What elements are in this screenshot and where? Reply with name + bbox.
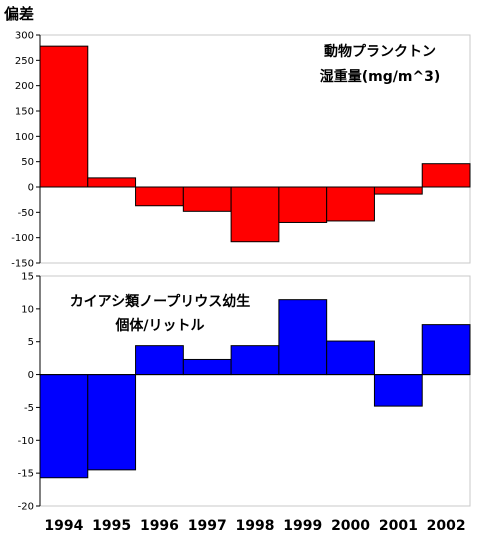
bar-2000 xyxy=(326,340,375,376)
y-tick-label: -10 xyxy=(18,436,34,447)
y-tick-label: -100 xyxy=(11,233,34,244)
x-tick-label: 2001 xyxy=(379,518,418,534)
chart-annotation-line: 動物プランクトン xyxy=(324,43,436,60)
x-tick-label: 1996 xyxy=(140,518,179,534)
y-tick-label: 150 xyxy=(15,107,34,118)
y-tick-label: 50 xyxy=(21,157,34,168)
y-tick-label: -20 xyxy=(18,502,34,513)
y-tick-label: 15 xyxy=(21,272,34,283)
y-tick-label: 0 xyxy=(28,370,34,381)
bar-2001 xyxy=(373,374,423,407)
y-axis-label: 偏差 xyxy=(4,5,35,23)
y-tick-label: -15 xyxy=(18,469,34,480)
y-tick-label: 5 xyxy=(28,337,34,348)
chart-annotation-line: カイアシ類ノープリウス幼生 xyxy=(70,293,251,310)
x-tick-label: 1999 xyxy=(283,518,322,534)
y-tick-label: 300 xyxy=(15,31,34,42)
bar-1999 xyxy=(278,299,328,376)
x-tick-label: 2000 xyxy=(331,518,370,534)
x-tick-label: 1998 xyxy=(236,518,275,534)
y-tick-label: -50 xyxy=(18,208,34,219)
bar-1997 xyxy=(182,358,232,376)
bar-1999 xyxy=(278,186,328,223)
chart-annotation-line: 湿重量(mg/m^3) xyxy=(320,68,441,85)
x-tick-label: 1997 xyxy=(188,518,227,534)
bar-2000 xyxy=(326,186,375,222)
bar-1997 xyxy=(182,186,232,212)
bar-2002 xyxy=(421,163,471,188)
bar-2001 xyxy=(373,186,423,195)
y-tick-label: 100 xyxy=(15,132,34,143)
bar-2002 xyxy=(421,324,471,376)
bar-1996 xyxy=(135,345,184,376)
bar-1994 xyxy=(39,374,89,479)
y-tick-label: 0 xyxy=(28,183,34,194)
chart-annotation-line: 個体/リットル xyxy=(114,317,204,334)
x-axis-tick-labels: 1994 1995 1996 1997 1998 1999 2000 2001 2002 xyxy=(44,518,465,534)
x-tick-label: 2002 xyxy=(427,518,466,534)
y-tick-label: 200 xyxy=(15,81,34,92)
y-tick-label: -150 xyxy=(11,259,34,270)
y-tick-label: 10 xyxy=(21,304,34,315)
bar-1994 xyxy=(39,45,89,188)
x-tick-label: 1995 xyxy=(92,518,131,534)
bar-1995 xyxy=(87,374,137,471)
y-tick-label: 250 xyxy=(15,56,34,67)
bar-1995 xyxy=(87,177,137,188)
bar-1996 xyxy=(135,186,184,207)
x-tick-label: 1994 xyxy=(44,518,83,534)
top-bar-chart: 300 250 200 150 100 50 0 -50 -100 -150 動物プランクトン湿重量… xyxy=(11,31,471,270)
bar-1998 xyxy=(230,345,280,376)
bar-1998 xyxy=(230,186,280,243)
y-tick-label: -5 xyxy=(24,403,34,414)
